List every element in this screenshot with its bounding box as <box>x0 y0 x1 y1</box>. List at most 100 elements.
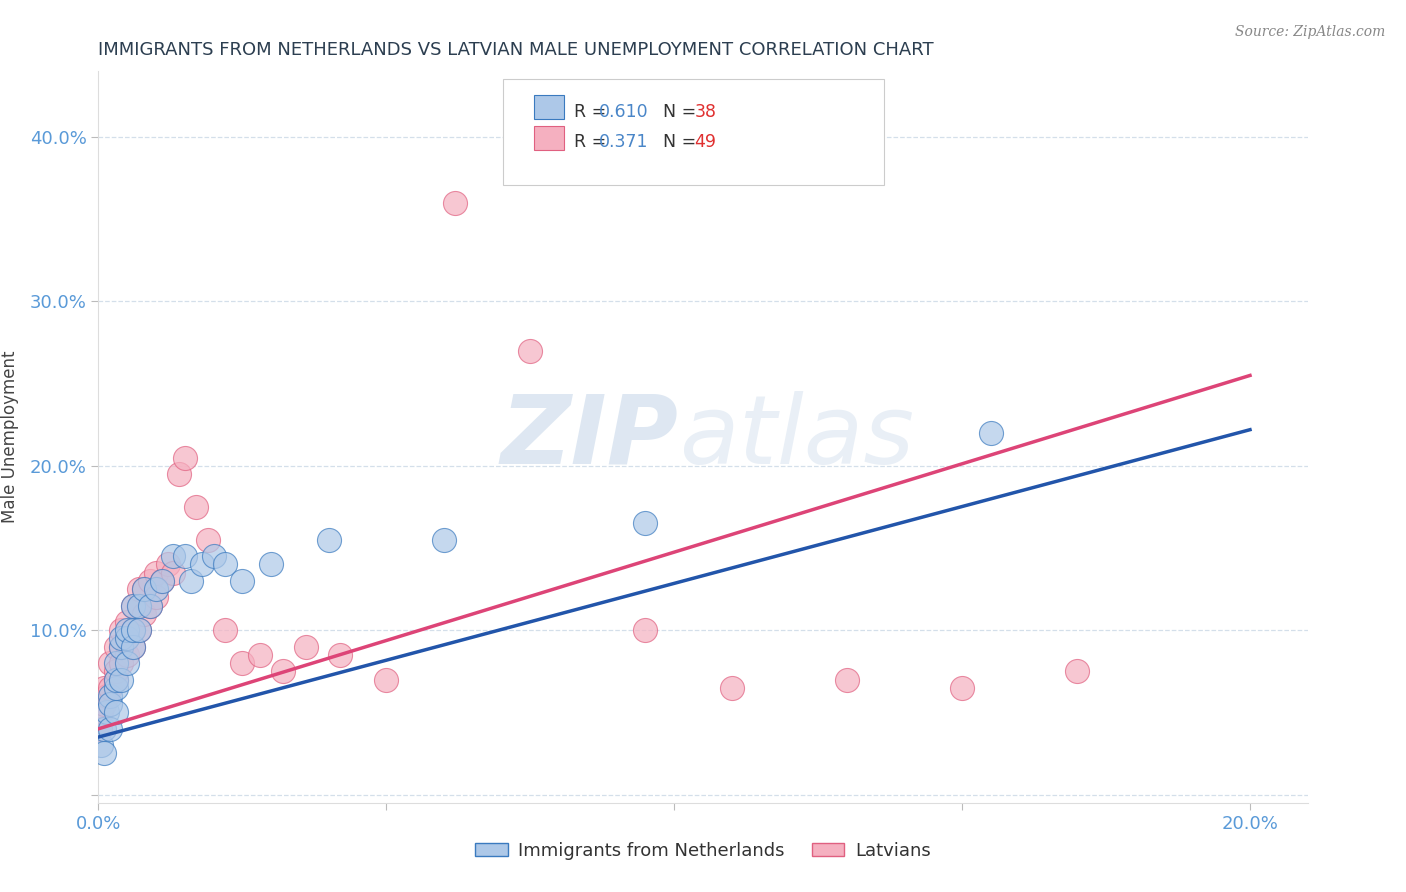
Point <box>156 558 179 572</box>
Point <box>950 681 973 695</box>
Text: IMMIGRANTS FROM NETHERLANDS VS LATVIAN MALE UNEMPLOYMENT CORRELATION CHART: IMMIGRANTS FROM NETHERLANDS VS LATVIAN M… <box>98 41 934 59</box>
Point <box>835 673 858 687</box>
Point <box>134 582 156 596</box>
Text: ZIP: ZIP <box>501 391 679 483</box>
Point <box>1066 665 1088 679</box>
Point <box>180 574 202 588</box>
Text: R =: R = <box>574 133 612 151</box>
Point <box>98 689 121 703</box>
Point <box>150 574 173 588</box>
Text: 49: 49 <box>695 133 717 151</box>
Point <box>110 656 132 670</box>
Point <box>115 632 138 646</box>
Text: N =: N = <box>652 133 702 151</box>
Point <box>231 574 253 588</box>
Point <box>110 640 132 654</box>
Point <box>145 591 167 605</box>
Point <box>128 599 150 613</box>
Point <box>980 425 1002 440</box>
Point <box>122 599 145 613</box>
Text: 0.610: 0.610 <box>599 103 648 120</box>
Point <box>104 665 127 679</box>
Point <box>214 624 236 638</box>
Point <box>145 582 167 596</box>
Point <box>93 747 115 761</box>
Point <box>128 582 150 596</box>
Point <box>139 599 162 613</box>
Point <box>122 599 145 613</box>
Point <box>104 673 127 687</box>
Point <box>519 343 541 358</box>
Point <box>139 599 162 613</box>
Point <box>98 656 121 670</box>
Point <box>128 599 150 613</box>
Point <box>634 516 657 531</box>
Point <box>186 500 208 514</box>
Y-axis label: Male Unemployment: Male Unemployment <box>0 351 18 524</box>
Point <box>134 607 156 621</box>
Point <box>104 673 127 687</box>
FancyBboxPatch shape <box>534 126 564 150</box>
Point <box>433 533 456 547</box>
Point <box>720 681 742 695</box>
Point <box>122 640 145 654</box>
FancyBboxPatch shape <box>534 95 564 119</box>
Text: N =: N = <box>652 103 702 120</box>
Point <box>167 467 190 481</box>
Point <box>110 632 132 646</box>
Point <box>104 640 127 654</box>
Point <box>104 706 127 720</box>
Point <box>375 673 398 687</box>
Text: Source: ZipAtlas.com: Source: ZipAtlas.com <box>1234 25 1385 39</box>
Point <box>162 566 184 580</box>
FancyBboxPatch shape <box>503 78 884 185</box>
Point <box>329 648 352 662</box>
Point <box>231 656 253 670</box>
Point <box>173 450 195 465</box>
Point <box>98 697 121 711</box>
Point <box>115 632 138 646</box>
Point <box>214 558 236 572</box>
Point <box>197 533 219 547</box>
Point <box>115 615 138 629</box>
Point <box>110 624 132 638</box>
Point <box>110 673 132 687</box>
Point <box>93 722 115 736</box>
Text: 38: 38 <box>695 103 717 120</box>
Point <box>115 656 138 670</box>
Point <box>191 558 214 572</box>
Point <box>122 624 145 638</box>
Text: 0.371: 0.371 <box>599 133 648 151</box>
Point <box>96 706 118 720</box>
Point <box>98 722 121 736</box>
Point <box>122 640 145 654</box>
Point <box>93 681 115 695</box>
Text: atlas: atlas <box>679 391 914 483</box>
Point <box>89 722 111 736</box>
Legend: Immigrants from Netherlands, Latvians: Immigrants from Netherlands, Latvians <box>468 835 938 867</box>
Point <box>318 533 340 547</box>
Point <box>110 640 132 654</box>
Point <box>145 566 167 580</box>
Point <box>115 624 138 638</box>
Point <box>128 624 150 638</box>
Point <box>271 665 294 679</box>
Point <box>90 706 112 720</box>
Point <box>134 582 156 596</box>
Point <box>98 681 121 695</box>
Point <box>104 681 127 695</box>
Point <box>104 656 127 670</box>
Point <box>249 648 271 662</box>
Point <box>634 624 657 638</box>
Point <box>444 195 467 210</box>
Point <box>96 689 118 703</box>
Point <box>122 624 145 638</box>
Point <box>202 549 225 564</box>
Point <box>173 549 195 564</box>
Point <box>128 624 150 638</box>
Point <box>260 558 283 572</box>
Point <box>93 697 115 711</box>
Text: R =: R = <box>574 103 612 120</box>
Point <box>150 574 173 588</box>
Point <box>90 739 112 753</box>
